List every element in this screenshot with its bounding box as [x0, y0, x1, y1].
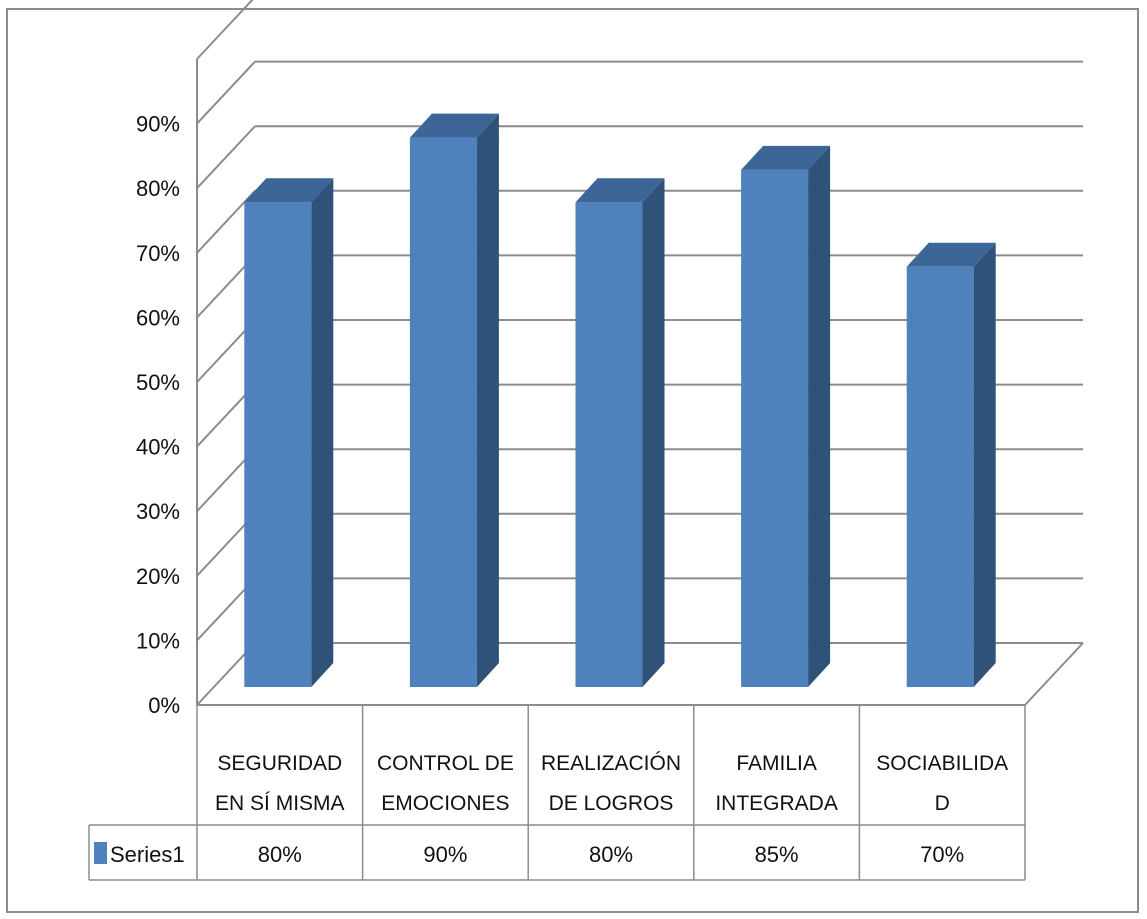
- bar: [409, 113, 499, 688]
- bar-top: [906, 242, 996, 267]
- y-tick-label: 50%: [136, 370, 180, 395]
- y-tick-label: 20%: [136, 564, 180, 589]
- bar-top: [409, 113, 499, 138]
- category-label: REALIZACIÓN: [541, 752, 681, 775]
- bar-side: [973, 242, 996, 688]
- legend-swatch: [94, 842, 107, 864]
- data-table: SEGURIDAD EN SÍ MISMA CONTROL DE EMOCIONES R…: [88, 705, 1026, 881]
- bar-top: [244, 178, 334, 203]
- y-axis-ticks: 0% 10% 20% 30% 40% 50% 60% 70% 80% 90%: [136, 112, 180, 718]
- y-tick-label: 10%: [136, 628, 180, 653]
- bar-front: [409, 137, 477, 688]
- category-label: DE LOGROS: [549, 792, 674, 815]
- bar: [575, 178, 665, 687]
- bar-front: [244, 202, 312, 687]
- bar: [244, 178, 334, 687]
- side-wall-top-edge: [196, 0, 254, 60]
- y-tick-label: 90%: [136, 112, 180, 137]
- data-value-label: 90%: [423, 842, 467, 867]
- bar-front: [575, 202, 643, 687]
- category-label: INTEGRADA: [715, 792, 838, 815]
- side-wall-gridline: [196, 60, 256, 125]
- category-label: CONTROL DE: [377, 752, 514, 775]
- category-label: EMOCIONES: [381, 792, 509, 815]
- y-tick-label: 70%: [136, 241, 180, 266]
- data-value-label: 70%: [920, 842, 964, 867]
- data-value-label: 80%: [258, 842, 302, 867]
- bar-front: [741, 169, 809, 687]
- bar-side: [642, 178, 665, 687]
- category-label: EN SÍ MISMA: [215, 792, 345, 815]
- side-wall-gridline: [196, 125, 256, 189]
- bars: [244, 113, 996, 688]
- category-label: FAMILIA: [736, 752, 817, 775]
- bar-front: [906, 266, 974, 687]
- bar: [741, 145, 831, 687]
- bar-top: [741, 145, 831, 170]
- category-label: SEGURIDAD: [217, 752, 342, 775]
- floor-right-edge: [1024, 642, 1084, 706]
- bar-top: [575, 178, 665, 203]
- legend-series-name: Series1: [110, 842, 185, 867]
- category-label: SOCIABILIDA: [876, 752, 1008, 775]
- y-tick-label: 30%: [136, 499, 180, 524]
- category-label: D: [935, 792, 950, 815]
- bar: [906, 242, 996, 688]
- y-tick-label: 60%: [136, 305, 180, 330]
- bar-side: [808, 145, 831, 687]
- bar-side: [476, 113, 499, 688]
- bar-side: [311, 178, 334, 687]
- data-value-label: 80%: [589, 842, 633, 867]
- y-tick-label: 40%: [136, 435, 180, 460]
- data-value-label: 85%: [755, 842, 799, 867]
- y-tick-label: 80%: [136, 176, 180, 201]
- y-tick-label: 0%: [148, 693, 180, 718]
